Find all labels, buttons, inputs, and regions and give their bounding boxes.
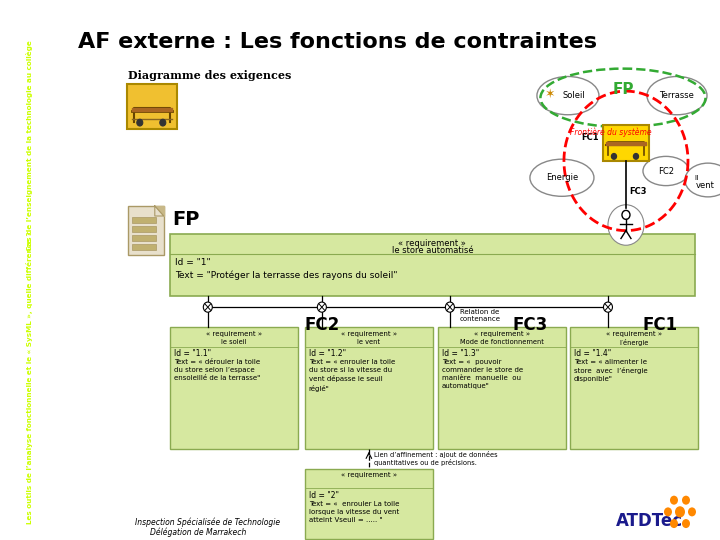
Text: Relation de
contenance: Relation de contenance — [460, 309, 501, 322]
FancyBboxPatch shape — [570, 327, 698, 449]
Text: Text = « alimenter le
store  avec  l’énergie
disponible": Text = « alimenter le store avec l’énerg… — [574, 359, 647, 382]
FancyBboxPatch shape — [132, 226, 156, 232]
Circle shape — [608, 205, 644, 245]
Text: FC2: FC2 — [658, 166, 674, 176]
Ellipse shape — [647, 77, 707, 115]
Ellipse shape — [537, 77, 599, 115]
Ellipse shape — [530, 159, 594, 197]
Text: le store automatisé: le store automatisé — [392, 246, 473, 255]
Circle shape — [682, 496, 690, 505]
FancyBboxPatch shape — [170, 327, 298, 449]
Text: vent: vent — [696, 181, 714, 190]
Circle shape — [675, 507, 685, 517]
Text: FP: FP — [172, 211, 199, 229]
Circle shape — [137, 119, 143, 126]
Text: « requirement »: « requirement » — [206, 330, 262, 337]
Circle shape — [160, 119, 166, 126]
Text: FC1: FC1 — [642, 316, 678, 334]
Text: Text = «  pouvoir
commander le store de
manière  manuelle  ou
automatique": Text = « pouvoir commander le store de m… — [442, 359, 523, 389]
Circle shape — [670, 519, 678, 528]
Text: FC3: FC3 — [629, 187, 647, 195]
Text: ✶: ✶ — [545, 88, 555, 101]
Polygon shape — [155, 206, 163, 216]
Text: Text = « dérouler la toile
du store selon l’espace
ensoleillé de la terrasse": Text = « dérouler la toile du store selo… — [174, 359, 260, 381]
Ellipse shape — [685, 163, 720, 197]
Text: Soleil: Soleil — [562, 91, 585, 100]
Text: FC1: FC1 — [581, 133, 599, 141]
Text: Id = "1.3": Id = "1.3" — [442, 349, 479, 357]
FancyBboxPatch shape — [132, 235, 156, 241]
FancyBboxPatch shape — [438, 327, 566, 449]
Text: Id = "1.1": Id = "1.1" — [174, 349, 211, 357]
FancyBboxPatch shape — [305, 469, 433, 539]
Text: « requirement »: « requirement » — [474, 330, 530, 337]
Text: Lien d’affinement : ajout de données
quantitatives ou de précisions.: Lien d’affinement : ajout de données qua… — [374, 451, 498, 467]
Text: Frontière du système: Frontière du système — [570, 127, 652, 137]
Text: Text = "Protéger la terrasse des rayons du soleil": Text = "Protéger la terrasse des rayons … — [175, 270, 397, 280]
Circle shape — [670, 496, 678, 505]
Text: ATDTec: ATDTec — [616, 512, 683, 530]
Text: le vent: le vent — [357, 339, 380, 345]
Ellipse shape — [643, 157, 689, 186]
Text: Text = «  enrouler La toile
lorsque la vitesse du vent
atteint Vseuil = ..... ": Text = « enrouler La toile lorsque la vi… — [309, 501, 399, 523]
Circle shape — [203, 302, 212, 312]
Text: le soleil: le soleil — [221, 339, 246, 345]
Circle shape — [446, 302, 454, 312]
Text: AF externe : Les fonctions de contraintes: AF externe : Les fonctions de contrainte… — [78, 31, 597, 51]
Text: Cas de l’enseignement de la technologie au collège: Cas de l’enseignement de la technologie … — [27, 40, 33, 251]
Text: l’énergie: l’énergie — [619, 339, 649, 346]
Circle shape — [688, 508, 696, 516]
Text: Terrasse: Terrasse — [660, 91, 694, 100]
Text: « requirement »: « requirement » — [341, 472, 397, 478]
Text: Inspection Spécialisée de Technologie: Inspection Spécialisée de Technologie — [135, 517, 280, 527]
FancyBboxPatch shape — [132, 244, 156, 249]
Text: FC2: FC2 — [305, 316, 340, 334]
Text: Ⅱ: Ⅱ — [694, 175, 698, 181]
FancyBboxPatch shape — [127, 206, 163, 255]
Text: Id = "1.4": Id = "1.4" — [574, 349, 611, 357]
FancyBboxPatch shape — [305, 327, 433, 449]
FancyBboxPatch shape — [127, 84, 177, 130]
Circle shape — [664, 508, 672, 516]
FancyBboxPatch shape — [170, 234, 695, 296]
Text: Text = « enrouler la toile
du store si la vitesse du
vent dépasse le seuil
réglé: Text = « enrouler la toile du store si l… — [309, 359, 395, 392]
Text: FP: FP — [612, 83, 634, 98]
Text: Id = "1": Id = "1" — [175, 258, 210, 267]
Text: Mode de fonctionnement: Mode de fonctionnement — [460, 339, 544, 345]
Text: « requirement »: « requirement » — [398, 239, 467, 247]
Text: Id = "1.2": Id = "1.2" — [309, 349, 346, 357]
Circle shape — [611, 153, 616, 159]
FancyBboxPatch shape — [132, 217, 156, 222]
Text: Energie: Energie — [546, 173, 578, 183]
Circle shape — [682, 519, 690, 528]
Text: Diagramme des exigences: Diagramme des exigences — [127, 70, 291, 81]
Circle shape — [634, 153, 639, 159]
Text: Id = "2": Id = "2" — [309, 490, 339, 500]
Text: « requirement »: « requirement » — [341, 330, 397, 337]
Text: « requirement »: « requirement » — [606, 330, 662, 337]
Text: FC3: FC3 — [513, 316, 547, 334]
Text: Les outils de l’analyse fonctionnelle et le « SysML », quelle différence ?: Les outils de l’analyse fonctionnelle et… — [27, 232, 33, 524]
Text: Délégation de Marrakech: Délégation de Marrakech — [150, 528, 246, 537]
Circle shape — [318, 302, 326, 312]
FancyBboxPatch shape — [603, 125, 649, 161]
Circle shape — [603, 302, 613, 312]
